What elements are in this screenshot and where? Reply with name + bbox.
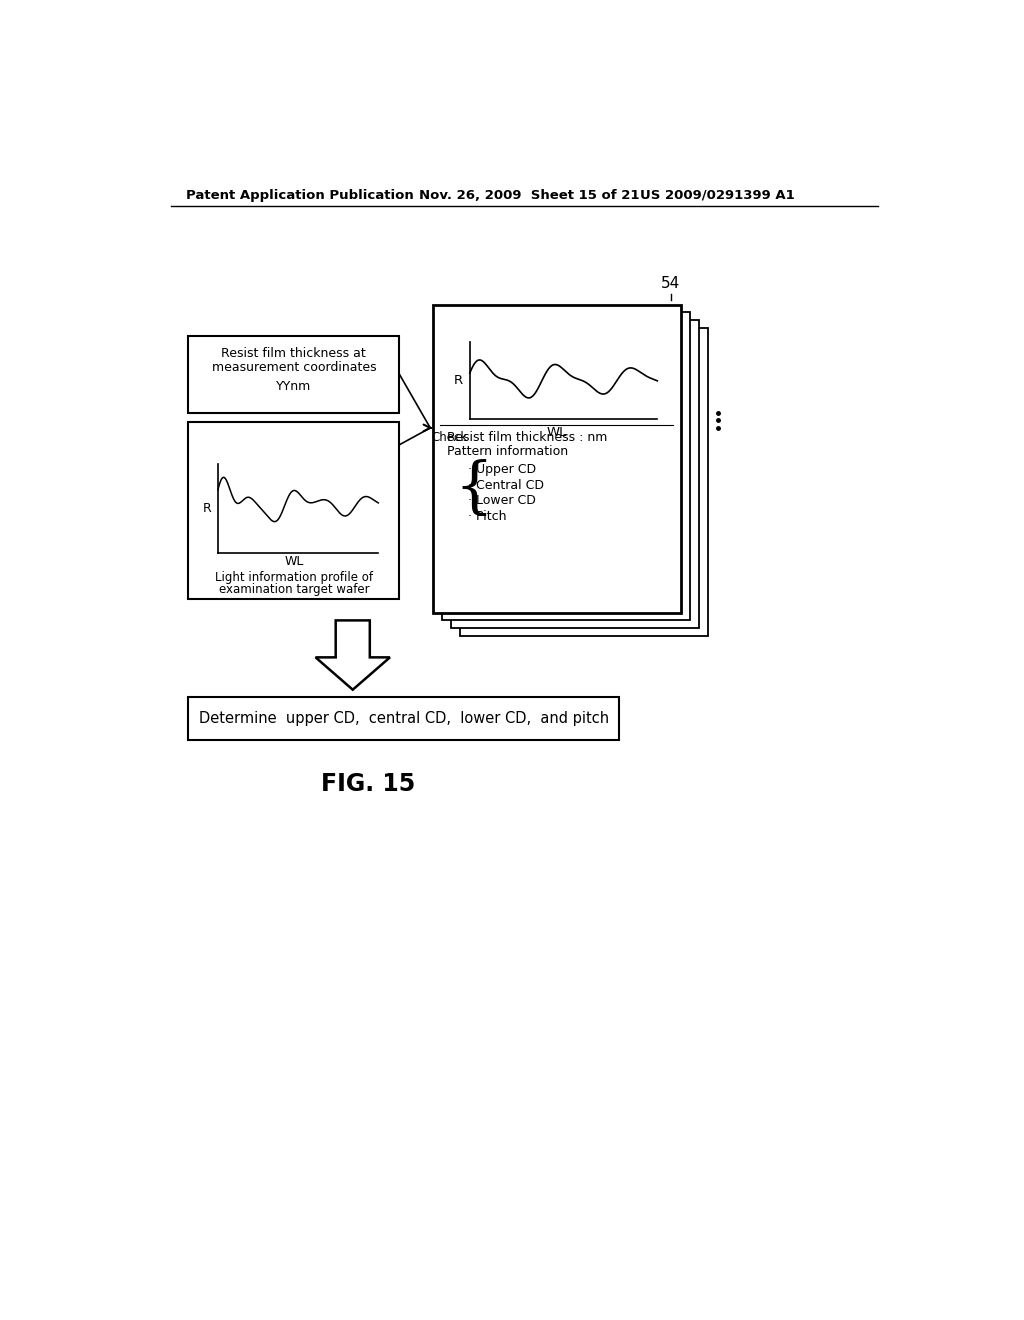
Text: 54: 54 [660,276,680,290]
Text: R: R [454,374,463,387]
Bar [188,422,399,599]
Text: Resist film thickness : nm: Resist film thickness : nm [446,430,607,444]
Polygon shape [315,620,390,689]
Text: Check: Check [432,430,468,444]
Text: Nov. 26, 2009  Sheet 15 of 21: Nov. 26, 2009 Sheet 15 of 21 [419,189,639,202]
Text: measurement coordinates: measurement coordinates [212,360,376,374]
Bar [461,327,709,636]
Text: YYnm: YYnm [276,380,311,393]
Bar [442,313,690,620]
Bar [188,697,620,739]
Text: Resist film thickness at: Resist film thickness at [221,347,367,360]
Bar [432,305,681,612]
Text: examination target wafer: examination target wafer [218,583,370,597]
Text: Determine  upper CD,  central CD,  lower CD,  and pitch: Determine upper CD, central CD, lower CD… [199,711,609,726]
Text: · Lower CD: · Lower CD [468,494,537,507]
Text: R: R [203,502,211,515]
Text: Pattern information: Pattern information [446,445,567,458]
Text: Patent Application Publication: Patent Application Publication [186,189,414,202]
Bar [452,321,699,628]
Text: WL: WL [285,556,303,569]
Text: {: { [455,459,494,519]
Text: US 2009/0291399 A1: US 2009/0291399 A1 [640,189,795,202]
Text: · Pitch: · Pitch [468,510,507,523]
Bar [188,335,399,412]
Text: Light information profile of: Light information profile of [215,570,373,583]
Text: · Upper CD: · Upper CD [468,463,537,477]
Text: WL: WL [547,426,566,440]
Text: · Central CD: · Central CD [468,479,544,492]
Text: FIG. 15: FIG. 15 [322,772,416,796]
